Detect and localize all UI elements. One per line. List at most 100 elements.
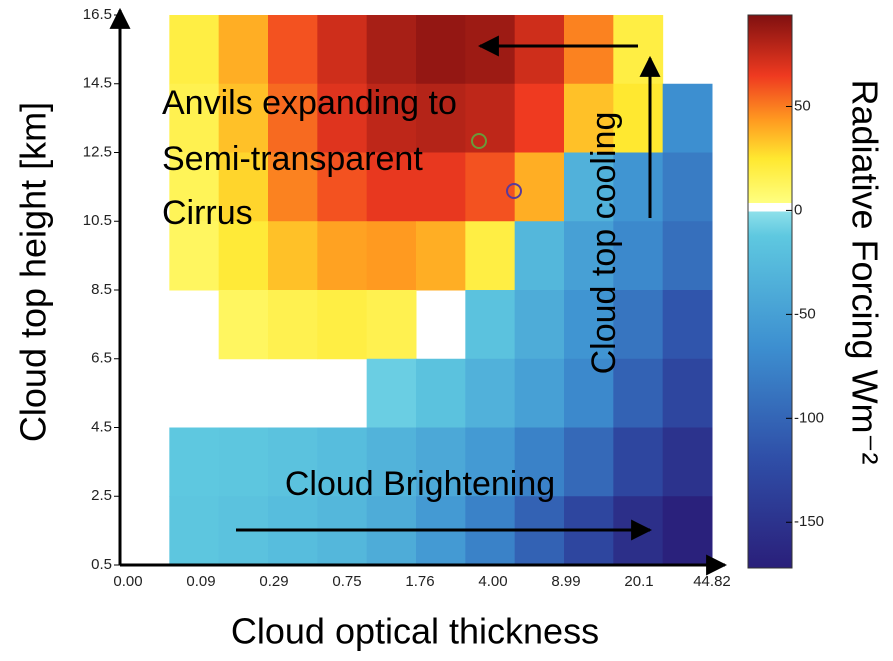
heatmap-cell	[465, 358, 516, 428]
colorbar	[747, 14, 793, 569]
heatmap-cell	[268, 83, 318, 153]
heatmap-cell	[514, 152, 565, 222]
heatmap-cell	[564, 221, 614, 291]
annotation: Anvils expanding to	[162, 84, 457, 122]
x-tick-label: 44.82	[693, 573, 731, 590]
heatmap-cell	[465, 152, 516, 222]
x-tick-label: 0.75	[332, 573, 361, 590]
heatmap-cell	[662, 83, 713, 153]
heatmap-cell	[564, 152, 614, 222]
heatmap-cell	[169, 427, 220, 497]
heatmap-cell	[366, 152, 417, 222]
heatmap-cell	[416, 15, 466, 85]
heatmap-cell	[514, 427, 565, 497]
annotation: Semi-transparent	[162, 140, 423, 178]
heatmap-cell	[366, 83, 417, 153]
heatmap-cell	[514, 15, 565, 85]
heatmap-cell	[465, 221, 516, 291]
heatmap-cell	[169, 152, 220, 222]
y-tick-label: 12.5	[83, 143, 112, 160]
heatmap-cell	[366, 290, 417, 360]
y-tick-label: 8.5	[91, 281, 112, 298]
heatmap-cell	[366, 221, 417, 291]
x-tick-label: 4.00	[478, 573, 507, 590]
heatmap-cell	[613, 15, 664, 85]
heatmap-cell	[268, 15, 318, 85]
marker-circle	[506, 183, 522, 199]
heatmap-cell	[662, 221, 713, 291]
y-tick-label: 16.5	[83, 6, 112, 23]
heatmap-cell	[366, 358, 417, 428]
x-tick-label: 1.76	[405, 573, 434, 590]
y-tick-label: 0.5	[91, 556, 112, 573]
heatmap-cell	[613, 221, 664, 291]
heatmap-cell	[613, 83, 664, 153]
annotation: Cloud Brightening	[285, 465, 555, 503]
heatmap-cell	[564, 83, 614, 153]
annotation: Cloud top cooling	[585, 112, 623, 375]
heatmap-cell	[268, 152, 318, 222]
heatmap-cell	[317, 290, 368, 360]
colorbar-tick-label: 50	[794, 97, 811, 114]
heatmap-cell	[169, 15, 220, 85]
heatmap-cell	[514, 290, 565, 360]
heatmap-cell	[662, 358, 713, 428]
heatmap-cell	[564, 358, 614, 428]
y-axis-label: Cloud top height [km]	[13, 102, 54, 442]
y-tick-label: 4.5	[91, 418, 112, 435]
heatmap-cell	[465, 427, 516, 497]
heatmap-cell	[465, 15, 516, 85]
x-tick-label: 8.99	[551, 573, 580, 590]
heatmap-cell	[317, 152, 368, 222]
heatmap-cell	[613, 290, 664, 360]
heatmap-cell	[416, 427, 466, 497]
heatmap-cell	[514, 358, 565, 428]
heatmap-cell	[366, 427, 417, 497]
heatmap-cell	[662, 496, 713, 566]
heatmap-cell	[366, 15, 417, 85]
heatmap-cell	[564, 15, 614, 85]
heatmap-cell	[514, 83, 565, 153]
colorbar-tick-label: -100	[794, 409, 824, 426]
heatmap-cell	[268, 427, 318, 497]
colorbar-tick-label: -50	[794, 305, 816, 322]
heatmap-cell	[169, 221, 220, 291]
colorbar-tick-label: -150	[794, 513, 824, 530]
heatmap-cell	[416, 221, 466, 291]
heatmap-cell	[613, 427, 664, 497]
x-tick-label: 0.29	[259, 573, 288, 590]
colorbar-label: Radiative Forcing Wm⁻²	[844, 79, 885, 464]
heatmap-cell	[564, 427, 614, 497]
heatmap-cell	[317, 427, 368, 497]
heatmap-cell	[514, 221, 565, 291]
heatmap-cell	[416, 152, 466, 222]
heatmap-cell	[218, 15, 269, 85]
heatmap-cell	[317, 83, 368, 153]
heatmap-cell	[218, 221, 269, 291]
x-tick-label: 0.09	[186, 573, 215, 590]
heatmap-cell	[465, 290, 516, 360]
heatmap-cell	[662, 290, 713, 360]
marker-circle	[471, 133, 487, 149]
heatmap-cell	[169, 496, 220, 566]
heatmap-cell	[564, 290, 614, 360]
heatmap-cell	[268, 290, 318, 360]
y-tick-label: 10.5	[83, 212, 112, 229]
heatmap-cell	[169, 83, 220, 153]
heatmap-cell	[613, 152, 664, 222]
y-tick-label: 14.5	[83, 75, 112, 92]
heatmap-cell	[317, 15, 368, 85]
heatmap-cell	[218, 152, 269, 222]
heatmap-cell	[218, 427, 269, 497]
heatmap-cell	[416, 83, 466, 153]
annotation: Cirrus	[162, 194, 253, 232]
x-tick-label: 0.00	[113, 573, 142, 590]
heatmap-cell	[613, 358, 664, 428]
heatmap-cell	[416, 358, 466, 428]
heatmap-cell	[662, 427, 713, 497]
y-tick-label: 2.5	[91, 487, 112, 504]
heatmap-cell	[268, 221, 318, 291]
y-tick-label: 6.5	[91, 350, 112, 367]
heatmap-cell	[218, 290, 269, 360]
